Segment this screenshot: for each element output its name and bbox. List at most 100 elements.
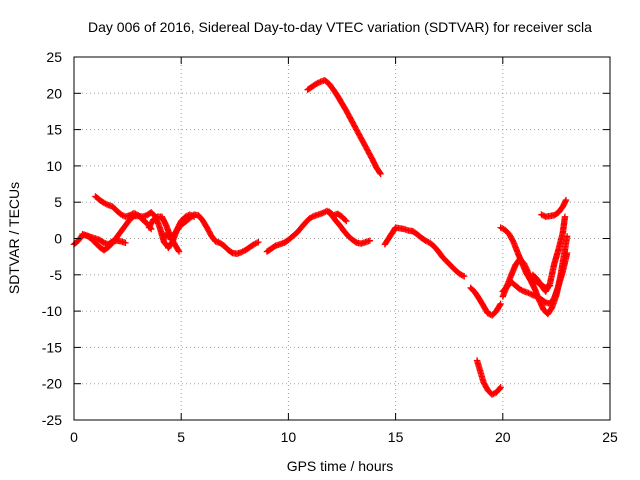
data-point (526, 290, 534, 297)
data-point (497, 224, 504, 231)
data-point (488, 391, 496, 398)
data-point (377, 170, 384, 178)
y-tick-label: -15 (42, 339, 62, 355)
data-point (183, 212, 191, 220)
data-point (253, 239, 261, 247)
data-point (516, 286, 524, 293)
data-point (132, 210, 139, 218)
data-point (175, 247, 182, 254)
x-tick-label: 10 (281, 429, 297, 445)
series-trace-i (304, 77, 384, 178)
data-point (239, 248, 246, 255)
data-point (314, 79, 321, 87)
data-point (490, 390, 497, 398)
data-point (306, 214, 314, 222)
x-tick-label: 20 (495, 429, 511, 445)
data-point (126, 212, 133, 219)
data-point (313, 80, 320, 88)
data-point (122, 239, 129, 247)
series-trace-k (467, 284, 504, 319)
data-point (250, 241, 258, 248)
y-tick-label: -25 (42, 412, 62, 428)
series-trace-p (538, 196, 570, 220)
data-point (130, 209, 138, 217)
y-tick-label: -10 (42, 303, 62, 319)
y-tick-label: 25 (46, 49, 62, 65)
data-point (484, 310, 491, 317)
y-tick-label: 20 (46, 85, 62, 101)
data-point (422, 237, 429, 244)
data-point (252, 240, 259, 247)
data-point (496, 385, 503, 392)
data-point (498, 225, 506, 232)
data-point (238, 249, 245, 256)
data-point (539, 212, 547, 219)
data-point (308, 214, 315, 221)
series-trace-j (381, 224, 468, 280)
data-point (497, 300, 504, 308)
tick-labels: 0 5 10 15 20 25 -25 -20 -15 -10 -5 0 5 10 15 20 25 (42, 49, 618, 445)
data-point (343, 217, 350, 225)
y-tick-label: 0 (54, 231, 62, 247)
series-trace-g (263, 207, 374, 255)
chart-title: Day 006 of 2016, Sidereal Day-to-day VTE… (88, 19, 592, 35)
data-point (562, 196, 570, 204)
data-point (496, 301, 504, 309)
y-tick-label: 15 (46, 122, 62, 138)
series-trace-h (325, 208, 350, 225)
data-point (103, 201, 111, 208)
data-point (497, 384, 504, 391)
data-point (119, 212, 126, 219)
data-point (459, 272, 466, 279)
data-point (175, 248, 183, 255)
data-point (538, 211, 545, 218)
data-point (162, 232, 169, 239)
data-point (342, 216, 349, 224)
data-point (189, 212, 196, 220)
data-point (366, 237, 374, 244)
x-tick-label: 5 (177, 429, 185, 445)
data-point (160, 231, 168, 239)
data-point (519, 287, 527, 294)
series-trace-l (473, 357, 504, 398)
series-trace-o (499, 249, 571, 308)
series-trace-q (529, 213, 569, 295)
y-axis-title: SDTVAR / TECUs (6, 182, 22, 294)
data-point (525, 289, 532, 297)
data-point (117, 211, 125, 218)
data-series (70, 77, 571, 398)
data-point (190, 213, 198, 220)
data-point (528, 291, 535, 298)
data-point (102, 200, 109, 207)
data-point (561, 213, 569, 220)
y-tick-label: 5 (54, 194, 62, 210)
data-point (563, 249, 571, 257)
data-point (186, 211, 193, 218)
data-point (100, 199, 108, 207)
data-point (182, 213, 189, 220)
data-point (188, 212, 195, 219)
x-axis-title: GPS time / hours (287, 458, 394, 474)
y-tick-label: -20 (42, 376, 62, 392)
x-tick-label: 15 (388, 429, 404, 445)
y-tick-label: -5 (50, 267, 63, 283)
axis-ticks (73, 56, 611, 421)
y-tick-label: 10 (46, 158, 62, 174)
data-point (563, 233, 571, 240)
data-point (127, 211, 135, 218)
data-point (518, 286, 525, 294)
series-trace-b (79, 230, 129, 248)
data-point (376, 169, 384, 176)
data-point (423, 238, 431, 245)
grid-lines (74, 57, 610, 420)
data-point (461, 273, 468, 280)
data-point (315, 79, 323, 86)
data-point (255, 238, 262, 246)
data-point (309, 213, 316, 220)
data-point (456, 270, 464, 278)
x-tick-label: 0 (70, 429, 78, 445)
x-tick-label: 25 (602, 429, 618, 445)
data-point (458, 271, 465, 278)
series-trace-f (165, 211, 198, 252)
